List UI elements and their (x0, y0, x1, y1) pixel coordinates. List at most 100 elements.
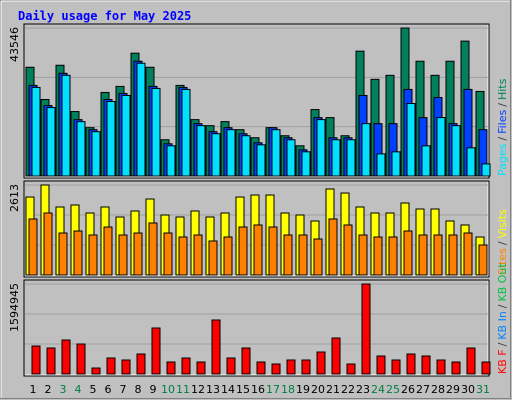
bar (28, 218, 38, 276)
x-tick-label: 15 (236, 383, 250, 396)
legend-separator: / (496, 304, 509, 308)
bar (58, 232, 68, 276)
legend-entry: Sites (496, 248, 509, 275)
bar (286, 359, 296, 375)
bar (91, 131, 101, 177)
bar (61, 74, 71, 177)
bar (136, 62, 146, 177)
x-tick-label: 8 (135, 383, 142, 396)
bar (76, 343, 86, 375)
bar (361, 283, 371, 375)
bar (283, 234, 293, 276)
bar (118, 234, 128, 276)
bar (166, 145, 176, 177)
y-tick-label: 43546 (8, 27, 21, 62)
legend: Pages / Files / Hits (496, 78, 509, 176)
legend-entry: Visits (496, 209, 509, 238)
bar (358, 234, 368, 276)
legend-separator: / (496, 342, 509, 346)
bar (478, 244, 488, 276)
bar (406, 103, 416, 177)
bar (271, 363, 281, 375)
bar (463, 232, 473, 276)
x-tick-label: 7 (120, 383, 127, 396)
x-tick-label: 17 (266, 383, 280, 396)
bar (208, 240, 218, 276)
bar (286, 139, 296, 177)
x-tick-label: 12 (191, 383, 205, 396)
bar (151, 87, 161, 177)
x-tick-label: 28 (431, 383, 445, 396)
bar (76, 121, 86, 177)
bar (346, 363, 356, 375)
legend-separator: / (496, 137, 509, 141)
bar (196, 125, 206, 177)
bar (331, 139, 341, 177)
x-tick-label: 30 (461, 383, 475, 396)
x-tick-label: 11 (176, 383, 190, 396)
legend-entry: KB Out (496, 263, 509, 302)
bar (256, 361, 266, 375)
bar (106, 357, 116, 375)
bar (241, 347, 251, 375)
bar (376, 153, 386, 177)
legend-entry: KB F (496, 349, 509, 374)
bar (88, 234, 98, 276)
bar (43, 212, 53, 276)
bar (133, 232, 143, 276)
bar (481, 361, 491, 375)
x-tick-label: 5 (90, 383, 97, 396)
x-tick-label: 19 (296, 383, 310, 396)
bar (136, 353, 146, 375)
x-tick-label: 13 (206, 383, 220, 396)
x-tick-label: 23 (356, 383, 370, 396)
bar (466, 347, 476, 375)
bar (256, 144, 266, 177)
bar (46, 347, 56, 375)
x-tick-label: 3 (60, 383, 67, 396)
bar (148, 222, 158, 276)
bar (46, 107, 56, 177)
bar (238, 226, 248, 276)
bar (481, 163, 491, 177)
bar (73, 230, 83, 276)
bar (31, 86, 41, 177)
bar (316, 119, 326, 177)
bar (298, 234, 308, 276)
bar (271, 129, 281, 177)
x-tick-label: 26 (401, 383, 415, 396)
bar (121, 94, 131, 177)
x-tick-label: 2 (45, 383, 52, 396)
bar (421, 145, 431, 177)
bar (211, 133, 221, 177)
x-tick-label: 31 (476, 383, 490, 396)
bar (313, 238, 323, 276)
x-tick-label: 18 (281, 383, 295, 396)
bar (346, 139, 356, 177)
bar (433, 234, 443, 276)
bar (31, 345, 41, 375)
bar (451, 125, 461, 177)
bar (253, 224, 263, 276)
bar (103, 226, 113, 276)
bar (373, 236, 383, 276)
bar (343, 224, 353, 276)
legend-entry: Pages (496, 143, 509, 176)
x-tick-label: 22 (341, 383, 355, 396)
bar (451, 361, 461, 375)
bar (436, 359, 446, 375)
bar (418, 234, 428, 276)
legend-entry: Hits (496, 78, 509, 100)
bar (166, 361, 176, 375)
legend-separator: / (496, 241, 509, 245)
x-tick-label: 10 (161, 383, 175, 396)
bar (178, 236, 188, 276)
x-tick-label: 6 (105, 383, 112, 396)
x-tick-label: 14 (221, 383, 235, 396)
legend-entry: Files (496, 109, 509, 133)
chart-title: Daily usage for May 2025 (18, 9, 191, 23)
bar (331, 337, 341, 375)
bar (301, 151, 311, 177)
